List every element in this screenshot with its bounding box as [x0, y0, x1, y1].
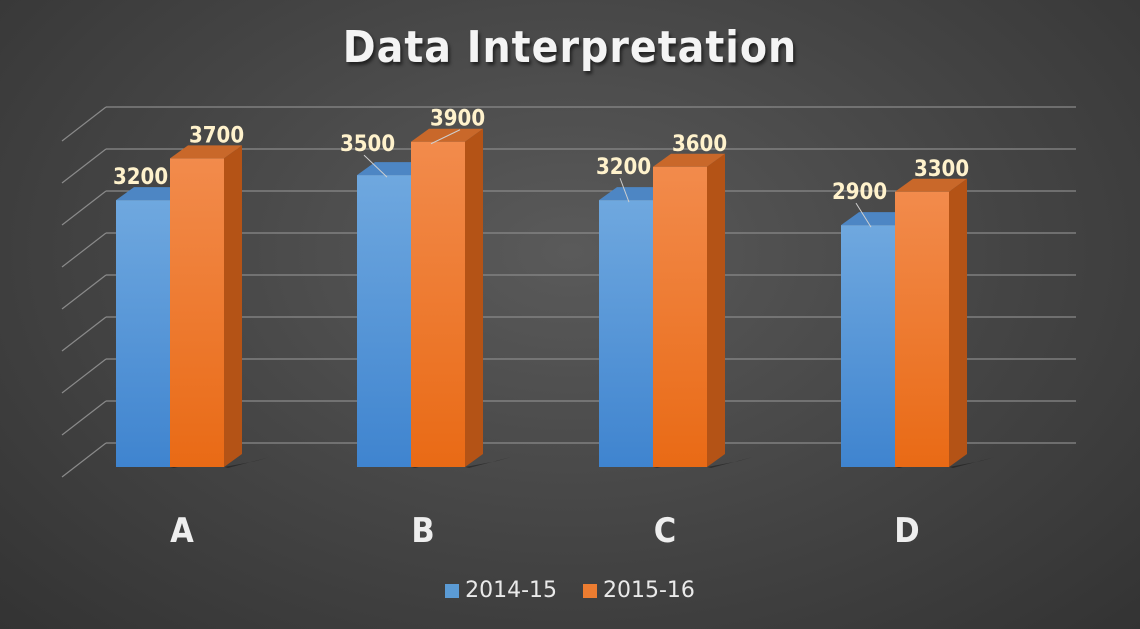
- bar-top: [653, 153, 725, 167]
- legend-label-2014-15: 2014-15: [465, 578, 557, 603]
- chart-title: Data Interpretation: [342, 22, 798, 73]
- data-label: 3200: [113, 165, 168, 190]
- bars: [116, 128, 995, 468]
- data-label-leader: [855, 202, 872, 228]
- legend: 2014-15 2015-16: [0, 578, 1140, 603]
- legend-item-2015-16: 2015-16: [583, 578, 695, 603]
- bar: [411, 141, 465, 468]
- gridline-diagonal: [61, 274, 107, 310]
- bar: [170, 158, 224, 468]
- bar: [895, 191, 949, 467]
- bar-side: [707, 153, 725, 467]
- data-label: 3300: [914, 157, 969, 182]
- data-label-leader: [619, 177, 630, 203]
- bar-shadow: [465, 457, 511, 468]
- bar-shadow: [707, 457, 753, 468]
- x-tick-label: A: [170, 511, 194, 551]
- legend-swatch-2015-16: [583, 583, 597, 598]
- data-label: 3200: [596, 155, 651, 180]
- gridline-diagonal: [61, 358, 107, 394]
- gridline-diagonal: [61, 400, 107, 436]
- x-tick-label: C: [654, 511, 676, 551]
- data-labels: 3200 3700 3500 3900 3200 3600 2900 3300: [113, 107, 969, 228]
- gridline-diagonal: [61, 106, 107, 142]
- bar: [653, 166, 707, 467]
- x-axis-ticks: A B C D: [170, 511, 920, 551]
- gridline-diagonal: [61, 148, 107, 184]
- x-tick-label: B: [411, 511, 434, 551]
- legend-label-2015-16: 2015-16: [603, 578, 695, 603]
- bar-top: [170, 145, 242, 159]
- data-label: 3500: [340, 132, 395, 157]
- bar: [357, 175, 411, 467]
- data-label-leader: [430, 129, 461, 145]
- bar-top: [411, 128, 483, 142]
- data-label: 2900: [832, 180, 887, 205]
- bar-shadow: [949, 457, 995, 468]
- bar: [116, 200, 170, 467]
- bar-side: [949, 178, 967, 467]
- gridline-diagonal: [61, 316, 107, 352]
- bar-top: [895, 178, 967, 192]
- bar-side: [224, 145, 242, 468]
- bar: [841, 225, 895, 467]
- x-tick-label: D: [894, 511, 919, 551]
- data-label: 3900: [430, 107, 485, 132]
- bar: [599, 200, 653, 467]
- legend-swatch-2014-15: [445, 583, 460, 598]
- data-label-leader: [363, 154, 388, 178]
- data-label: 3700: [189, 123, 244, 148]
- legend-item-2014-15: 2014-15: [445, 578, 557, 603]
- bar-shadow: [224, 457, 270, 468]
- gridline-diagonal: [61, 232, 107, 268]
- bar-side: [465, 128, 483, 468]
- gridline-diagonal: [61, 442, 107, 478]
- data-label: 3600: [672, 132, 727, 157]
- gridline-diagonal: [61, 190, 107, 226]
